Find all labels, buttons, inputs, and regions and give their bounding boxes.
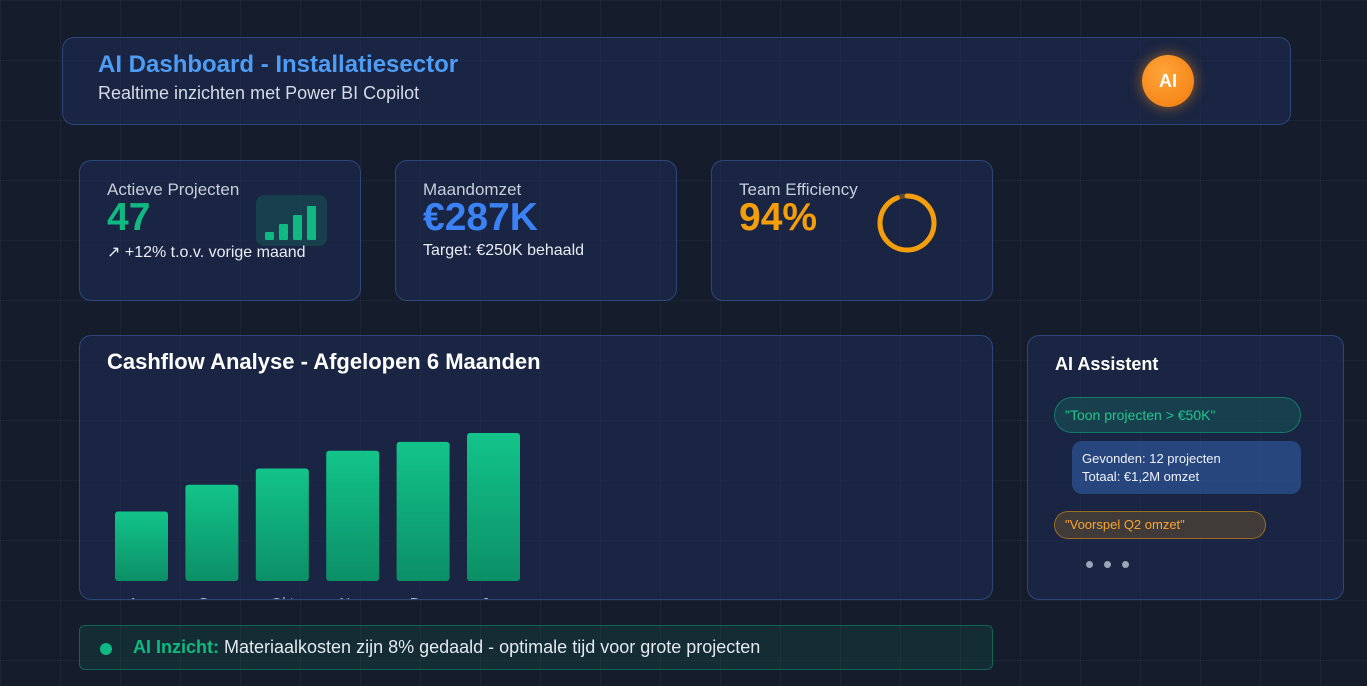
ai-assistant-panel: AI Assistent "Toon projecten > €50K" Gev… xyxy=(1027,335,1344,600)
typing-dot xyxy=(1104,561,1111,568)
typing-dot xyxy=(1086,561,1093,568)
kpi-value: €287K xyxy=(423,196,538,239)
page-title: AI Dashboard - Installatiesector xyxy=(98,51,459,78)
bar-jan[interactable] xyxy=(467,433,520,581)
kpi-label: Actieve Projecten xyxy=(107,180,240,199)
dashboard-header: AI Dashboard - Installatiesector Realtim… xyxy=(62,37,1291,125)
bar-dec[interactable] xyxy=(396,441,450,581)
page-subtitle: Realtime inzichten met Power BI Copilot xyxy=(98,83,420,103)
bar-sep[interactable] xyxy=(185,484,239,581)
insight-text: AI Inzicht: Materiaalkosten zijn 8% geda… xyxy=(133,637,760,658)
progress-ring-icon xyxy=(877,193,937,253)
bar-chart-icon xyxy=(256,195,327,246)
kpi-trend: ↗ +12% t.o.v. vorige maand xyxy=(107,244,306,261)
x-tick-label: Aug xyxy=(128,595,155,599)
ai-insight-bar: AI Inzicht: Materiaalkosten zijn 8% geda… xyxy=(79,625,993,670)
insight-label: AI Inzicht: xyxy=(133,637,219,657)
x-tick-label: Okt xyxy=(271,595,295,599)
x-tick-label: Dec xyxy=(410,595,437,599)
kpi-card-active-projects[interactable]: Actieve Projecten 47 ↗ +12% t.o.v. vorig… xyxy=(79,160,361,301)
assistant-reply: Gevonden: 12 projecten Totaal: €1,2M omz… xyxy=(1072,441,1301,494)
status-dot-icon xyxy=(100,643,112,655)
reply-line: Gevonden: 12 projecten xyxy=(1082,451,1221,466)
kpi-value: 94% xyxy=(739,196,818,239)
kpi-card-monthly-revenue[interactable]: Maandomzet €287K Target: €250K behaald xyxy=(395,160,677,301)
kpi-card-team-efficiency[interactable]: Team Efficiency 94% xyxy=(711,160,993,301)
cashflow-bar-chart: Aug Sep Okt Nov Dec Jan xyxy=(115,433,520,599)
bar-okt[interactable] xyxy=(255,468,309,581)
query-chip-forecast[interactable]: "Voorspel Q2 omzet" xyxy=(1054,511,1266,539)
reply-line: Totaal: €1,2M omzet xyxy=(1082,469,1200,484)
kpi-target: Target: €250K behaald xyxy=(423,242,585,259)
typing-dot xyxy=(1122,561,1129,568)
cashflow-chart-panel: Cashflow Analyse - Afgelopen 6 Maanden A… xyxy=(79,335,993,600)
ai-badge[interactable]: AI xyxy=(1142,55,1194,107)
query-chip-projects[interactable]: "Toon projecten > €50K" xyxy=(1054,397,1301,433)
bar-nov[interactable] xyxy=(326,450,380,581)
x-tick-label: Nov xyxy=(339,595,366,599)
assistant-title: AI Assistent xyxy=(1055,354,1159,374)
kpi-value: 47 xyxy=(107,196,151,239)
insight-message: Materiaalkosten zijn 8% gedaald - optima… xyxy=(219,637,761,657)
x-tick-label: Jan xyxy=(481,595,505,599)
chart-title: Cashflow Analyse - Afgelopen 6 Maanden xyxy=(107,349,541,374)
bar-aug[interactable] xyxy=(115,511,168,581)
x-tick-label: Sep xyxy=(199,595,226,599)
kpi-label: Maandomzet xyxy=(423,180,522,199)
kpi-label: Team Efficiency xyxy=(739,180,858,199)
